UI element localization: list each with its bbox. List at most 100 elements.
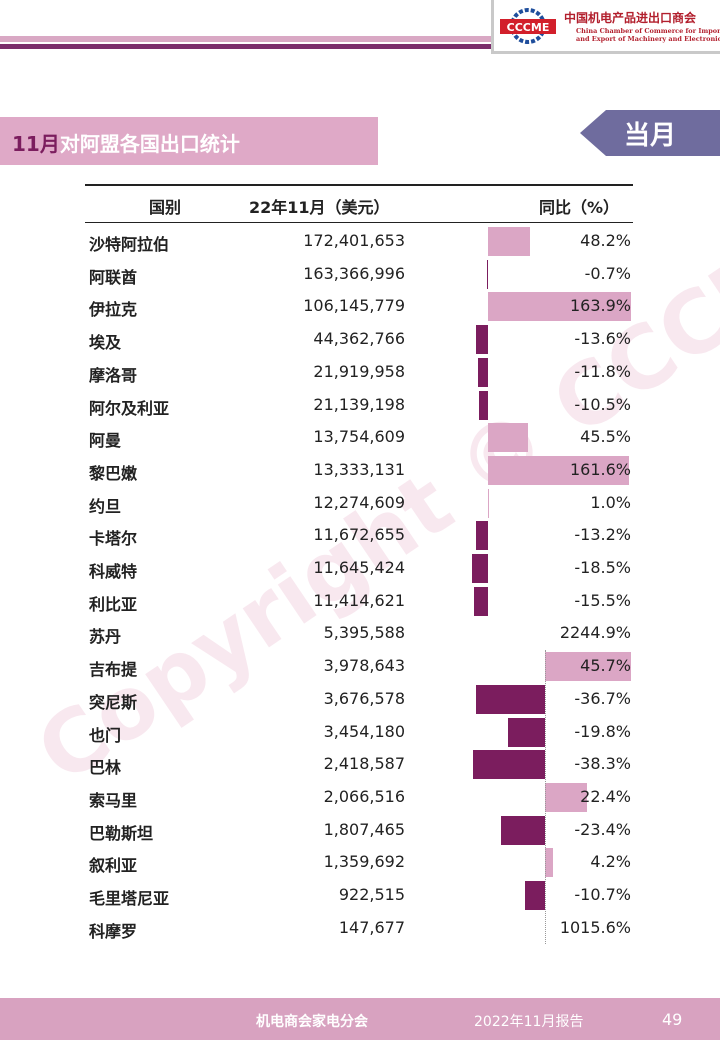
export-value: 172,401,653 [303, 231, 405, 250]
title-month: 11月 [12, 132, 60, 156]
yoy-bar [488, 423, 528, 453]
table-row: 埃及 44,362,766 -13.6% [85, 323, 633, 356]
export-value: 11,645,424 [313, 558, 405, 577]
yoy-bar [545, 848, 553, 878]
table-row: 卡塔尔 11,672,655 -13.2% [85, 519, 633, 552]
table-header-rule [85, 222, 633, 223]
yoy-bar [476, 521, 488, 551]
header-stripe-light [0, 36, 495, 42]
footer-report-date: 2022年11月报告 [474, 1014, 584, 1030]
org-name-en-line2: and Export of Machinery and Electronic P… [576, 35, 720, 43]
yoy-bar [487, 259, 488, 289]
yoy-percent: -13.2% [574, 525, 631, 545]
header-stripe-dark [0, 44, 495, 49]
col-header-value: 22年11月（美元） [249, 198, 390, 217]
cccme-logo-icon: CCCME [500, 6, 556, 46]
country-name: 叙利亚 [89, 856, 138, 876]
yoy-bar [476, 684, 545, 714]
country-name: 苏丹 [89, 627, 122, 647]
yoy-percent: -38.3% [574, 754, 631, 774]
export-value: 163,366,996 [303, 263, 405, 283]
country-name: 沙特阿拉伯 [89, 235, 170, 254]
export-value: 11,672,655 [313, 525, 405, 545]
bar-baseline [545, 650, 546, 945]
export-value: 147,677 [338, 917, 405, 937]
yoy-percent: -13.6% [574, 329, 631, 349]
table-row: 阿曼 13,754,609 45.5% [85, 421, 633, 454]
yoy-bar [524, 881, 545, 910]
table-row: 利比亚 11,414,621 -15.5% [85, 585, 633, 618]
export-value: 44,362,766 [313, 329, 405, 349]
yoy-percent: 48.2% [580, 231, 631, 250]
country-name: 埃及 [89, 333, 122, 353]
yoy-bar [476, 325, 488, 355]
export-value: 3,978,643 [323, 656, 405, 676]
yoy-percent: -11.8% [574, 361, 631, 381]
country-name: 阿联酋 [89, 267, 138, 287]
export-value: 21,139,198 [313, 394, 405, 414]
export-value: 922,515 [338, 885, 405, 904]
page-footer: 机电商会家电分会 2022年11月报告 49 [0, 998, 720, 1040]
table-row: 约旦 12,274,609 1.0% [85, 487, 633, 520]
country-name: 摩洛哥 [89, 365, 138, 385]
export-value: 3,454,180 [323, 721, 405, 741]
export-value: 21,919,958 [313, 361, 405, 381]
yoy-percent: -36.7% [574, 688, 631, 708]
yoy-bar [545, 652, 631, 682]
country-name: 突尼斯 [89, 692, 138, 712]
section-title: 11月对阿盟各国出口统计 [12, 128, 240, 157]
org-name-en-line1: China Chamber of Commerce for Import [576, 27, 720, 35]
export-value: 2,418,587 [323, 754, 405, 774]
table-row: 叙利亚 1,359,692 4.2% [85, 846, 633, 879]
country-name: 卡塔尔 [89, 529, 138, 549]
export-value: 1,807,465 [323, 819, 405, 839]
svg-text:CCCME: CCCME [507, 21, 550, 34]
export-value: 11,414,621 [313, 590, 405, 610]
country-name: 巴林 [89, 758, 122, 778]
yoy-percent: -0.7% [584, 263, 631, 283]
yoy-bar [488, 292, 631, 322]
yoy-bar [471, 554, 488, 583]
export-value: 13,333,131 [313, 459, 405, 479]
country-name: 巴勒斯坦 [89, 823, 154, 843]
table-row: 也门 3,454,180 -19.8% [85, 716, 633, 749]
export-value: 5,395,588 [323, 623, 405, 643]
export-value: 106,145,779 [303, 296, 405, 316]
table-row: 巴林 2,418,587 -38.3% [85, 748, 633, 781]
yoy-percent: -19.8% [574, 721, 631, 741]
country-name: 索马里 [89, 790, 138, 810]
yoy-percent: -10.7% [574, 885, 631, 904]
country-name: 科摩罗 [89, 921, 138, 941]
country-name: 阿尔及利亚 [89, 398, 170, 418]
yoy-percent: -10.5% [574, 394, 631, 414]
table-row: 科威特 11,645,424 -18.5% [85, 552, 633, 585]
yoy-percent: -18.5% [574, 558, 631, 577]
yoy-percent: 1015.6% [559, 917, 631, 937]
export-value: 1,359,692 [323, 852, 405, 872]
org-name-en: China Chamber of Commerce for Import and… [576, 27, 720, 43]
title-text: 对阿盟各国出口统计 [59, 132, 240, 156]
export-value: 3,676,578 [323, 688, 405, 708]
country-name: 伊拉克 [89, 300, 138, 320]
export-value: 12,274,609 [313, 492, 405, 512]
yoy-bar [472, 750, 545, 780]
country-name: 黎巴嫩 [89, 463, 138, 483]
country-name: 科威特 [89, 562, 138, 581]
table-row: 阿尔及利亚 21,139,198 -10.5% [85, 389, 633, 422]
section-title-bar: 11月对阿盟各国出口统计 [0, 117, 378, 165]
table-top-rule [85, 184, 633, 186]
table-row: 苏丹 5,395,588 2244.9% [85, 617, 633, 650]
footer-org: 机电商会家电分会 [256, 1014, 368, 1030]
yoy-percent: -23.4% [574, 819, 631, 839]
table-row: 黎巴嫩 13,333,131 161.6% [85, 454, 633, 487]
yoy-percent: -15.5% [574, 590, 631, 610]
col-header-country: 国别 [149, 198, 182, 217]
org-logo-box: CCCME 中国机电产品进出口商会 China Chamber of Comme… [491, 0, 720, 54]
yoy-bar [488, 488, 489, 518]
col-header-yoy: 同比（%） [539, 198, 620, 217]
yoy-percent: 45.7% [580, 656, 631, 676]
yoy-bar [488, 455, 630, 485]
table-row: 吉布提 3,978,643 45.7% [85, 650, 633, 683]
country-name: 阿曼 [89, 431, 122, 451]
yoy-bar [474, 586, 488, 616]
